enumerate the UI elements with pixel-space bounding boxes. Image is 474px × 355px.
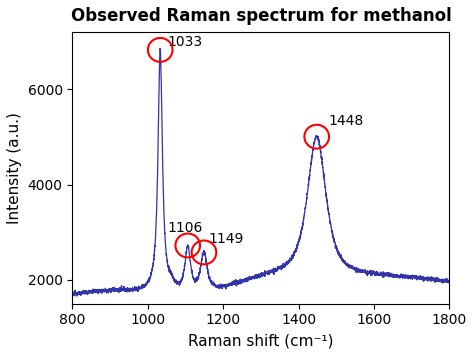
Text: 1106: 1106 bbox=[167, 221, 202, 235]
Text: 1448: 1448 bbox=[328, 114, 363, 128]
X-axis label: Raman shift (cm⁻¹): Raman shift (cm⁻¹) bbox=[188, 333, 334, 348]
Y-axis label: Intensity (a.u.): Intensity (a.u.) bbox=[7, 112, 22, 224]
Title: Observed Raman spectrum for methanol: Observed Raman spectrum for methanol bbox=[71, 7, 451, 25]
Text: 1149: 1149 bbox=[209, 232, 244, 246]
Text: 1033: 1033 bbox=[168, 35, 203, 49]
